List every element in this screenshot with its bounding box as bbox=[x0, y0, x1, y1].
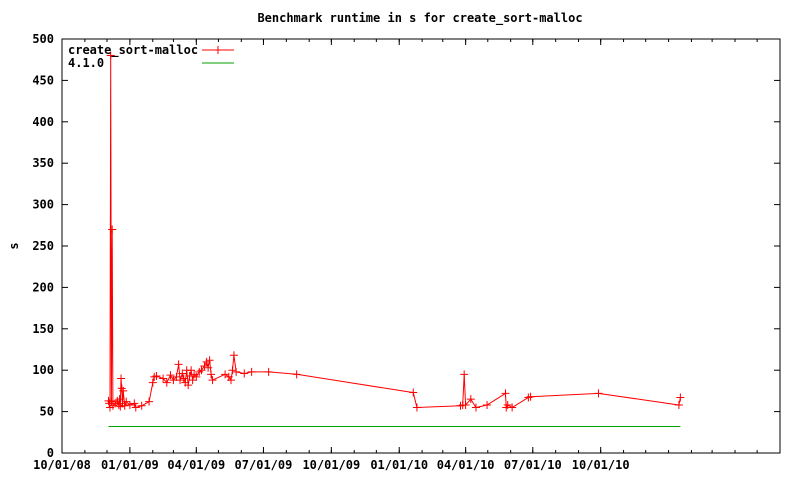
data-point bbox=[150, 372, 159, 381]
data-point bbox=[178, 369, 187, 378]
data-point bbox=[228, 366, 237, 375]
chart-title: Benchmark runtime in s for create_sort-m… bbox=[257, 11, 582, 26]
data-point bbox=[117, 374, 126, 383]
data-point bbox=[192, 372, 201, 381]
x-tick-label: 01/01/09 bbox=[101, 458, 159, 472]
y-tick-label: 500 bbox=[32, 32, 54, 46]
x-tick-label: 01/01/10 bbox=[370, 458, 428, 472]
y-tick-label: 250 bbox=[32, 239, 54, 253]
y-tick-label: 0 bbox=[47, 446, 54, 460]
data-point bbox=[226, 376, 235, 385]
data-point bbox=[526, 392, 535, 401]
y-tick-label: 150 bbox=[32, 322, 54, 336]
data-point bbox=[166, 371, 175, 380]
data-point bbox=[205, 356, 214, 365]
data-point bbox=[292, 370, 301, 379]
y-axis-label: s bbox=[7, 242, 21, 249]
y-tick-label: 200 bbox=[32, 280, 54, 294]
x-tick-label: 10/01/09 bbox=[302, 458, 360, 472]
data-point bbox=[188, 376, 197, 385]
data-point bbox=[184, 381, 193, 390]
data-point bbox=[207, 370, 216, 379]
y-tick-label: 450 bbox=[32, 73, 54, 87]
data-point bbox=[162, 378, 171, 387]
data-point bbox=[108, 225, 117, 234]
data-point bbox=[594, 389, 603, 398]
data-point bbox=[412, 403, 421, 412]
y-axis: 0 50 100 150 200 250 300 350 400 450 500 bbox=[32, 32, 780, 460]
data-point bbox=[120, 401, 129, 410]
y-tick-label: 100 bbox=[32, 363, 54, 377]
data-point bbox=[232, 367, 241, 376]
data-point bbox=[200, 362, 209, 371]
data-point bbox=[137, 401, 146, 410]
data-point bbox=[461, 400, 470, 409]
data-point bbox=[264, 367, 273, 376]
x-tick-label: 07/01/09 bbox=[235, 458, 293, 472]
data-point bbox=[106, 51, 115, 60]
x-axis: 10/01/08 01/01/09 04/01/09 07/01/09 10/01/09… bbox=[33, 39, 781, 472]
data-point bbox=[208, 376, 217, 385]
x-tick-label: 10/01/10 bbox=[572, 458, 630, 472]
data-point bbox=[114, 400, 123, 409]
series-line bbox=[108, 55, 681, 410]
data-point bbox=[466, 395, 475, 404]
data-point bbox=[676, 393, 685, 402]
data-point bbox=[176, 376, 185, 385]
data-point bbox=[460, 370, 469, 379]
y-tick-label: 300 bbox=[32, 198, 54, 212]
data-point bbox=[119, 386, 128, 395]
y-tick-label: 50 bbox=[40, 405, 54, 419]
x-minor-ticks bbox=[61, 39, 781, 453]
data-point bbox=[471, 403, 480, 412]
x-tick-label: 04/01/10 bbox=[437, 458, 495, 472]
legend-label: create_sort-malloc bbox=[68, 43, 198, 58]
data-point bbox=[508, 403, 517, 412]
legend-marker bbox=[214, 46, 222, 54]
data-point bbox=[179, 374, 188, 383]
data-point bbox=[240, 369, 249, 378]
data-point bbox=[204, 363, 213, 372]
data-point bbox=[483, 400, 492, 409]
x-tick-label: 04/01/09 bbox=[167, 458, 225, 472]
data-point bbox=[148, 378, 157, 387]
x-tick-label: 07/01/10 bbox=[504, 458, 562, 472]
data-point bbox=[152, 371, 161, 380]
data-point bbox=[247, 367, 256, 376]
series-1 bbox=[104, 51, 685, 412]
data-point bbox=[501, 389, 510, 398]
data-point bbox=[131, 403, 140, 412]
data-point bbox=[524, 393, 533, 402]
data-point bbox=[197, 366, 206, 375]
data-point bbox=[409, 388, 418, 397]
data-point bbox=[229, 351, 238, 360]
data-point bbox=[130, 399, 139, 408]
x-tick-label: 10/01/08 bbox=[33, 458, 91, 472]
data-point bbox=[125, 400, 134, 409]
data-point bbox=[503, 400, 512, 409]
data-point bbox=[185, 371, 194, 380]
data-point bbox=[145, 397, 154, 406]
data-point bbox=[674, 400, 683, 409]
legend-label: 4.1.0 bbox=[68, 56, 104, 70]
plot-frame bbox=[61, 38, 781, 454]
data-point bbox=[187, 366, 196, 375]
data-point bbox=[115, 395, 124, 404]
data-point bbox=[159, 374, 168, 383]
series-layer bbox=[104, 51, 685, 427]
y-tick-label: 350 bbox=[32, 156, 54, 170]
data-point bbox=[107, 397, 116, 406]
y-tick-label: 400 bbox=[32, 115, 54, 129]
data-point bbox=[174, 360, 183, 369]
data-point bbox=[172, 372, 181, 381]
data-point bbox=[122, 397, 131, 406]
